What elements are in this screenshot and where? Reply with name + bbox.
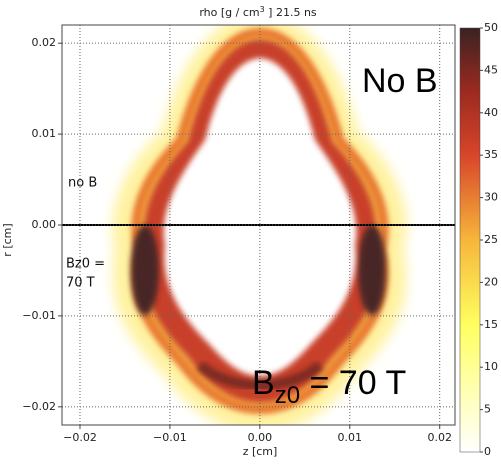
colorbar-tick-label: 15 — [484, 318, 498, 331]
annotation: 70 T — [66, 276, 95, 291]
colorbar — [459, 27, 481, 453]
annotation-part: = 70 T — [300, 364, 406, 402]
colorbar-tick-label: 0 — [484, 445, 491, 458]
grid — [62, 25, 455, 425]
chart-title: rho [g / cm3 ] 21.5 ns — [199, 5, 317, 20]
colorbar-tick-label: 20 — [484, 275, 498, 288]
colorbar-tick-label: 25 — [484, 233, 498, 246]
y-axis-label: r [cm] — [1, 223, 14, 256]
colorbar-tick-label: 40 — [484, 106, 498, 119]
colorbar-tick-label: 5 — [484, 403, 491, 416]
x-axis-label: z [cm] — [243, 445, 278, 458]
x-tick-label: 0.01 — [338, 431, 363, 444]
dense-left — [131, 225, 159, 315]
colorbar-tick-label: 30 — [484, 191, 498, 204]
annotation: no B — [68, 176, 97, 191]
dense-right — [358, 225, 386, 315]
x-tick-label: 0.02 — [427, 431, 452, 444]
colorbar-tick-label: 45 — [484, 63, 498, 76]
y-tick-label: −0.01 — [22, 309, 56, 322]
annotation: Bz0 = 70 T — [252, 364, 406, 409]
annotation-part: B — [252, 364, 275, 402]
colorbar-tick-label: 35 — [484, 148, 498, 161]
y-tick-label: 0.02 — [32, 36, 57, 49]
annotation: No B — [362, 62, 438, 100]
x-tick-label: 0.00 — [248, 431, 273, 444]
title-part: rho [g / cm — [199, 6, 259, 19]
title-sup: 3 — [260, 5, 265, 14]
y-tick-label: −0.02 — [22, 400, 56, 413]
title-part: ] 21.5 ns — [265, 6, 317, 19]
x-tick-label: −0.02 — [63, 431, 97, 444]
y-tick-label: 0.00 — [32, 218, 57, 231]
annotation: Bz0 = — [66, 257, 105, 272]
colorbar-tick-label: 50 — [484, 21, 498, 34]
x-tick-label: −0.01 — [153, 431, 187, 444]
y-tick-label: 0.01 — [32, 127, 57, 140]
annotation-sub: z0 — [275, 382, 300, 409]
colorbar-tick-label: 10 — [484, 360, 498, 373]
